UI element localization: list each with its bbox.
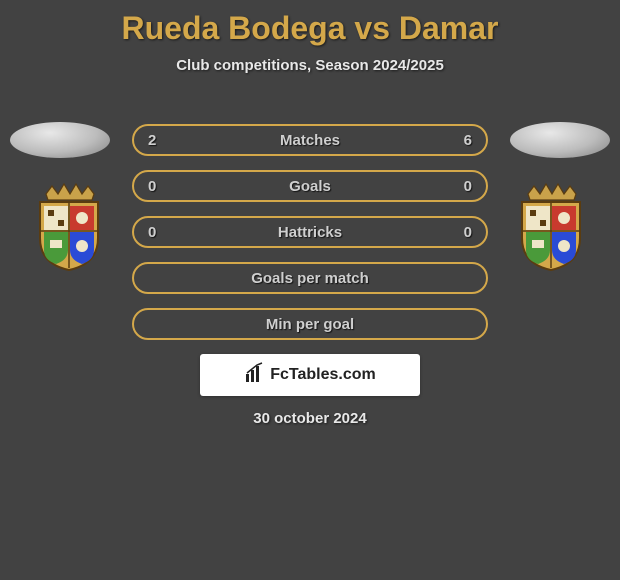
stat-label: Matches — [280, 132, 340, 149]
stat-right-value: 6 — [456, 132, 472, 149]
subtitle: Club competitions, Season 2024/2025 — [0, 57, 620, 74]
stat-row-hattricks: 0 Hattricks 0 — [132, 216, 488, 248]
flag-left — [10, 122, 110, 158]
stat-label: Goals — [289, 178, 331, 195]
stat-label: Min per goal — [266, 316, 354, 333]
brand-chart-icon — [244, 362, 266, 389]
stat-row-goals: 0 Goals 0 — [132, 170, 488, 202]
date-text: 30 october 2024 — [0, 410, 620, 427]
stat-row-matches: 2 Matches 6 — [132, 124, 488, 156]
page-title: Rueda Bodega vs Damar — [0, 0, 620, 47]
club-crest-right — [504, 180, 598, 274]
stat-right-value: 0 — [456, 224, 472, 241]
brand-badge[interactable]: FcTables.com — [200, 354, 420, 396]
stat-label: Goals per match — [251, 270, 369, 287]
stat-left-value: 0 — [148, 224, 164, 241]
stat-row-goals-per-match: Goals per match — [132, 262, 488, 294]
stat-left-value: 0 — [148, 178, 164, 195]
brand-text: FcTables.com — [270, 366, 376, 384]
stat-label: Hattricks — [278, 224, 342, 241]
stat-row-min-per-goal: Min per goal — [132, 308, 488, 340]
flag-right — [510, 122, 610, 158]
stats-panel: 2 Matches 6 0 Goals 0 0 Hattricks 0 Goal… — [132, 124, 488, 340]
stat-left-value: 2 — [148, 132, 164, 149]
stat-right-value: 0 — [456, 178, 472, 195]
club-crest-left — [22, 180, 116, 274]
